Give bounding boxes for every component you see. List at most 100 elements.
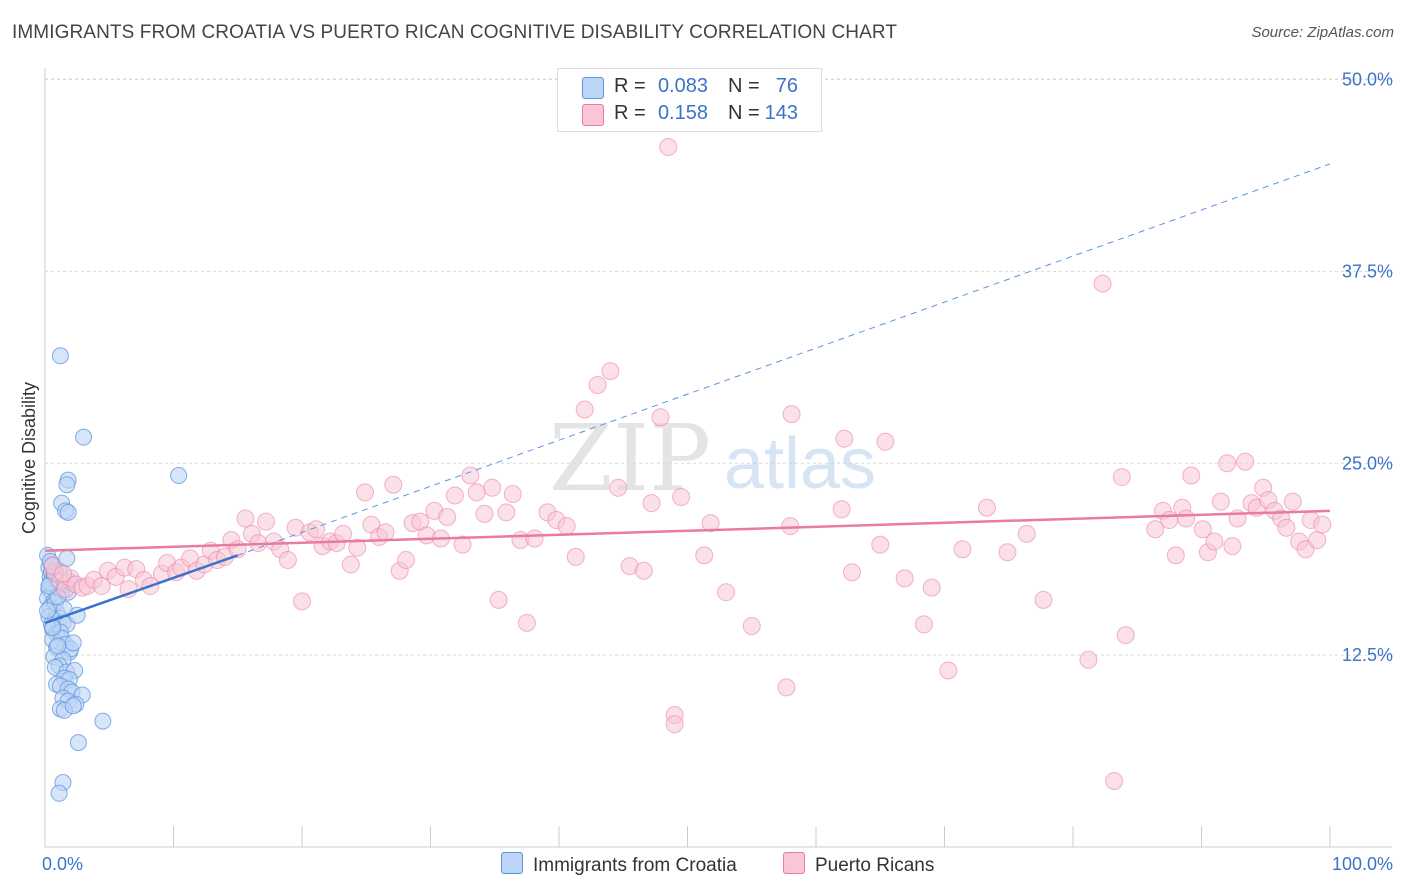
data-point-croatia [94, 712, 112, 730]
data-point-puerto-rican [642, 494, 661, 513]
data-point-puerto-rican [742, 616, 761, 635]
data-point-puerto-rican [384, 475, 403, 494]
data-point-puerto-rican [1160, 511, 1179, 530]
data-point-puerto-rican [651, 408, 670, 427]
legend-n-value: 76 [775, 75, 798, 97]
data-point-puerto-rican [348, 538, 367, 557]
legend-r-label: R = [614, 75, 646, 97]
data-point-puerto-rican [53, 564, 72, 583]
data-point-puerto-rican [777, 678, 796, 697]
data-point-puerto-rican [1223, 537, 1242, 556]
data-point-puerto-rican [842, 563, 861, 582]
data-point-puerto-rican [376, 523, 395, 542]
data-point-croatia [64, 634, 82, 652]
data-point-puerto-rican [355, 483, 374, 502]
data-point-puerto-rican [1211, 492, 1230, 511]
legend-swatch-puerto-rican [582, 104, 604, 126]
watermark-atlas: atlas [724, 424, 876, 504]
data-point-puerto-rican [1218, 454, 1237, 473]
data-point-puerto-rican [236, 509, 255, 528]
data-point-puerto-rican [1177, 509, 1196, 528]
legend-r-value: 0.083 [657, 75, 708, 97]
x-tick-label: 100.0% [1332, 854, 1393, 874]
trend-lines [44, 163, 1331, 625]
data-point-puerto-rican [1116, 626, 1135, 645]
data-point-croatia [51, 347, 69, 365]
data-point-puerto-rican [717, 583, 736, 602]
legend-n-value: 143 [764, 102, 798, 124]
chart-title: IMMIGRANTS FROM CROATIA VS PUERTO RICAN … [12, 22, 898, 43]
data-point-puerto-rican [835, 429, 854, 448]
legend-r-label: R = [614, 102, 646, 124]
data-point-puerto-rican [341, 555, 360, 574]
data-point-puerto-rican [503, 484, 522, 503]
data-point-puerto-rican [665, 715, 684, 734]
data-point-croatia [49, 637, 67, 655]
data-point-puerto-rican [977, 498, 996, 517]
trend-line-croatia [44, 554, 239, 625]
data-point-puerto-rican [953, 540, 972, 559]
data-point-puerto-rican [876, 432, 895, 451]
data-point-puerto-rican [701, 514, 720, 533]
data-point-puerto-rican [588, 375, 607, 394]
data-point-puerto-rican [575, 400, 594, 419]
data-point-croatia [170, 467, 188, 485]
trend-line-puerto-rican [44, 509, 1331, 552]
data-point-puerto-rican [438, 507, 457, 526]
legend-row-croatia: R = 0.083 N = 76 [558, 74, 821, 100]
data-point-croatia [58, 476, 76, 494]
data-point-puerto-rican [566, 547, 585, 566]
data-point-puerto-rican [695, 546, 714, 565]
data-point-puerto-rican [939, 661, 958, 680]
data-point-croatia [64, 697, 82, 715]
data-point-puerto-rican [609, 478, 628, 497]
bottom-legend-croatia: Immigrants from Croatia [501, 852, 737, 877]
data-point-puerto-rican [1236, 452, 1255, 471]
data-point-puerto-rican [1283, 492, 1302, 511]
data-point-croatia [59, 503, 77, 521]
data-point-croatia [75, 428, 93, 446]
data-point-puerto-rican [1193, 520, 1212, 539]
data-point-puerto-rican [1079, 650, 1098, 669]
y-tick-label: 25.0% [1342, 453, 1393, 473]
data-point-puerto-rican [1277, 518, 1296, 537]
legend-swatch-croatia [582, 77, 604, 99]
data-point-puerto-rican [1182, 466, 1201, 485]
data-point-puerto-rican [453, 535, 472, 554]
data-point-puerto-rican [557, 517, 576, 536]
data-point-puerto-rican [467, 483, 486, 502]
data-point-puerto-rican [1112, 468, 1131, 487]
data-point-puerto-rican [517, 613, 536, 632]
legend-n-label: N = [728, 102, 760, 124]
data-point-puerto-rican [1166, 546, 1185, 565]
data-point-puerto-rican [334, 524, 353, 543]
y-tick-label: 12.5% [1342, 645, 1393, 665]
data-point-puerto-rican [1093, 274, 1112, 293]
data-point-puerto-rican [525, 529, 544, 548]
data-point-puerto-rican [1205, 532, 1224, 551]
data-point-puerto-rican [1308, 531, 1327, 549]
data-point-puerto-rican [307, 520, 326, 539]
y-tick-label: 50.0% [1342, 70, 1393, 90]
bottom-legend-swatch-puerto-rican [783, 852, 805, 874]
data-point-puerto-rican [1034, 590, 1053, 609]
data-point-puerto-rican [1105, 771, 1124, 790]
data-point-puerto-rican [278, 550, 297, 569]
grid-lines [45, 78, 1392, 656]
data-point-puerto-rican [659, 138, 678, 157]
data-point-puerto-rican [871, 535, 890, 554]
data-point-puerto-rican [92, 577, 111, 596]
y-tick-label: 37.5% [1342, 261, 1393, 281]
data-point-puerto-rican [832, 500, 851, 519]
bottom-legend-label-croatia: Immigrants from Croatia [533, 855, 737, 876]
legend-n-label: N = [728, 75, 760, 97]
data-point-puerto-rican [445, 486, 464, 505]
data-point-puerto-rican [497, 503, 516, 522]
legend-row-puerto-rican: R = 0.158 N = 143 [558, 101, 821, 127]
data-point-puerto-rican [475, 504, 494, 523]
legend: R = 0.083 N = 76 R = 0.158 N = 143 [557, 68, 822, 132]
data-point-puerto-rican [601, 362, 620, 381]
data-point-puerto-rican [461, 466, 480, 485]
data-point-puerto-rican [483, 478, 502, 497]
